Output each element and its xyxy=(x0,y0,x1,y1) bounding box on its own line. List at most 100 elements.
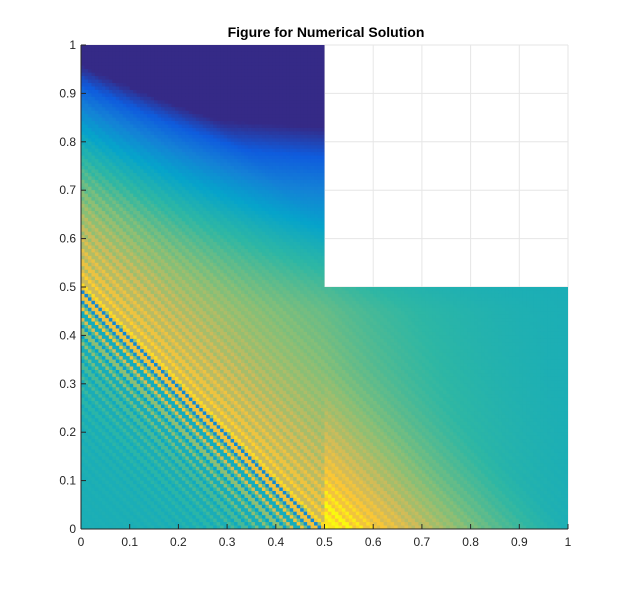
surface-cell xyxy=(268,89,273,94)
surface-cell xyxy=(296,65,301,70)
surface-cell xyxy=(167,162,173,167)
surface-cell xyxy=(108,110,113,115)
surface-cell xyxy=(206,183,211,188)
surface-cell xyxy=(254,65,260,70)
surface-cell xyxy=(206,62,211,67)
surface-cell xyxy=(296,269,301,274)
surface-cell xyxy=(321,186,326,191)
surface-cell xyxy=(286,51,291,56)
surface-cell xyxy=(244,248,249,254)
surface-cell xyxy=(171,259,176,264)
surface-cell xyxy=(192,45,197,50)
surface-cell xyxy=(98,238,103,243)
surface-cell xyxy=(91,155,96,160)
surface-cell xyxy=(101,217,106,222)
chart-title: Figure for Numerical Solution xyxy=(227,24,425,40)
surface-cell xyxy=(220,252,225,257)
surface-cell xyxy=(87,162,93,167)
surface-cell xyxy=(195,93,200,98)
surface-cell xyxy=(185,58,190,63)
surface-cell xyxy=(98,110,103,115)
surface-cell xyxy=(268,245,273,250)
surface-cell xyxy=(244,214,249,219)
surface-cell xyxy=(286,255,291,260)
surface-cell xyxy=(167,176,173,181)
surface-cell xyxy=(286,124,291,129)
surface-cell xyxy=(230,252,235,257)
surface-cell xyxy=(147,242,152,247)
surface-cell xyxy=(195,190,200,195)
surface-cell xyxy=(115,58,120,63)
surface-cell xyxy=(275,197,280,202)
surface-cell xyxy=(157,117,162,122)
surface-cell xyxy=(91,131,96,136)
surface-cell xyxy=(307,231,312,236)
surface-cell xyxy=(227,179,232,184)
surface-cell xyxy=(87,166,93,171)
surface-cell xyxy=(317,287,322,292)
surface-cell xyxy=(171,287,176,292)
surface-cell xyxy=(216,69,221,74)
surface-cell xyxy=(108,287,113,292)
surface-cell xyxy=(317,221,322,226)
surface-cell xyxy=(119,72,124,77)
surface-cell xyxy=(112,86,117,91)
surface-cell xyxy=(223,100,228,105)
surface-cell xyxy=(133,110,138,115)
surface-cell xyxy=(119,96,124,101)
surface-cell xyxy=(147,207,152,212)
surface-cell xyxy=(209,62,214,67)
surface-cell xyxy=(122,221,127,226)
surface-cell xyxy=(213,269,218,274)
surface-cell xyxy=(265,283,270,288)
surface-cell xyxy=(234,45,239,50)
surface-cell xyxy=(314,124,319,129)
surface-cell xyxy=(247,235,253,240)
surface-cell xyxy=(122,79,127,84)
surface-cell xyxy=(161,228,166,233)
surface-cell xyxy=(133,148,138,153)
surface-cell xyxy=(213,162,218,167)
surface-cell xyxy=(261,121,266,126)
surface-cell xyxy=(293,110,298,115)
surface-cell xyxy=(181,197,186,202)
surface-cell xyxy=(178,100,183,105)
surface-cell xyxy=(154,93,159,98)
surface-cell xyxy=(108,162,113,167)
surface-cell xyxy=(108,200,113,205)
surface-cell xyxy=(303,127,308,133)
surface-cell xyxy=(192,252,197,257)
surface-cell xyxy=(108,83,113,88)
surface-cell xyxy=(241,72,246,77)
surface-cell xyxy=(112,287,117,292)
surface-cell xyxy=(105,238,110,243)
surface-cell xyxy=(317,138,322,143)
surface-cell xyxy=(94,124,99,129)
surface-cell xyxy=(237,96,242,101)
surface-cell xyxy=(317,204,322,209)
surface-cell xyxy=(209,276,214,281)
surface-cell xyxy=(157,86,162,91)
surface-cell xyxy=(265,114,270,119)
surface-cell xyxy=(108,231,113,236)
surface-cell xyxy=(223,266,228,271)
surface-cell xyxy=(300,138,305,143)
surface-cell xyxy=(81,176,86,181)
surface-cell xyxy=(268,79,273,84)
surface-cell xyxy=(251,214,256,219)
surface-cell xyxy=(254,100,260,105)
surface-cell xyxy=(136,210,141,215)
surface-cell xyxy=(84,169,89,174)
surface-cell xyxy=(227,210,232,215)
surface-cell xyxy=(234,228,239,233)
surface-cell xyxy=(133,103,138,108)
surface-cell xyxy=(192,245,197,250)
surface-cell xyxy=(178,204,183,209)
surface-cell xyxy=(227,217,232,222)
surface-cell xyxy=(254,283,260,288)
surface-cell xyxy=(202,190,207,195)
surface-cell xyxy=(300,269,305,274)
surface-cell xyxy=(247,266,253,271)
surface-cell xyxy=(84,107,89,112)
surface-cell xyxy=(133,121,138,126)
